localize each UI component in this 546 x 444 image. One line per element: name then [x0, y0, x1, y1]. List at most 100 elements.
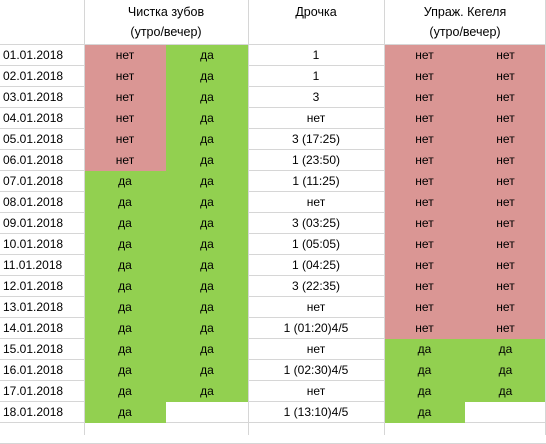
cell-kegel-evening[interactable]: нет — [465, 150, 546, 171]
cell-drochka[interactable]: 1 (01:20)4/5 — [283, 321, 349, 335]
cell-teeth-evening[interactable]: да — [166, 234, 248, 255]
cell-kegel-evening[interactable]: нет — [465, 66, 546, 87]
cell-teeth-evening[interactable]: да — [166, 129, 248, 150]
cell-drochka[interactable]: нет — [306, 384, 326, 398]
cell-date[interactable]: 13.01.2018 — [3, 300, 64, 314]
cell-drochka[interactable]: 1 (02:30)4/5 — [283, 363, 349, 377]
header-kegel-title[interactable]: Упраж. Кегеля — [423, 5, 507, 19]
cell-drochka[interactable]: 1 (04:25) — [291, 258, 341, 272]
cell-kegel-morning[interactable]: нет — [384, 234, 465, 255]
cell-kegel-morning[interactable]: нет — [384, 318, 465, 339]
cell-teeth-evening[interactable]: да — [166, 171, 248, 192]
cell-teeth-evening[interactable]: да — [166, 192, 248, 213]
cell-kegel-evening[interactable]: нет — [465, 108, 546, 129]
cell-teeth-morning[interactable]: да — [84, 318, 166, 339]
cell-kegel-morning[interactable]: нет — [384, 66, 465, 87]
cell-kegel-morning[interactable]: нет — [384, 192, 465, 213]
cell-kegel-morning[interactable]: нет — [384, 255, 465, 276]
cell-teeth-morning[interactable]: да — [84, 234, 166, 255]
cell-kegel-morning[interactable]: да — [384, 402, 465, 423]
cell-kegel-morning[interactable]: нет — [384, 129, 465, 150]
cell-date[interactable]: 09.01.2018 — [3, 216, 64, 230]
cell-teeth-evening[interactable]: да — [166, 339, 248, 360]
cell-kegel-morning[interactable]: нет — [384, 297, 465, 318]
cell-drochka[interactable]: 3 (17:25) — [291, 132, 341, 146]
cell-teeth-morning[interactable]: да — [84, 402, 166, 423]
cell-kegel-evening[interactable]: нет — [465, 171, 546, 192]
cell-kegel-evening[interactable]: да — [465, 360, 546, 381]
cell-date[interactable]: 17.01.2018 — [3, 384, 64, 398]
cell-date[interactable]: 03.01.2018 — [3, 90, 64, 104]
cell-kegel-evening[interactable]: нет — [465, 192, 546, 213]
cell-teeth-evening[interactable]: да — [166, 360, 248, 381]
cell-kegel-morning[interactable]: да — [384, 339, 465, 360]
cell-date[interactable]: 14.01.2018 — [3, 321, 64, 335]
cell-kegel-evening[interactable] — [465, 402, 546, 423]
cell-kegel-evening[interactable]: нет — [465, 213, 546, 234]
cell-teeth-morning[interactable]: да — [84, 297, 166, 318]
cell-teeth-morning[interactable]: да — [84, 171, 166, 192]
cell-kegel-evening[interactable]: да — [465, 381, 546, 402]
cell-teeth-morning[interactable]: да — [84, 381, 166, 402]
cell-kegel-evening[interactable]: нет — [465, 255, 546, 276]
cell-drochka[interactable]: 1 — [312, 48, 320, 62]
header-drochka-title[interactable]: Дрочка — [295, 5, 337, 19]
cell-teeth-morning[interactable]: да — [84, 192, 166, 213]
cell-teeth-evening[interactable]: да — [166, 45, 248, 66]
cell-teeth-morning[interactable]: нет — [84, 108, 166, 129]
cell-drochka[interactable]: 3 (03:25) — [291, 216, 341, 230]
cell-kegel-evening[interactable]: нет — [465, 318, 546, 339]
cell-teeth-evening[interactable]: да — [166, 381, 248, 402]
cell-drochka[interactable]: 1 (05:05) — [291, 237, 341, 251]
cell-kegel-morning[interactable]: нет — [384, 213, 465, 234]
cell-teeth-morning[interactable]: нет — [84, 87, 166, 108]
cell-date[interactable]: 04.01.2018 — [3, 111, 64, 125]
cell-date[interactable]: 08.01.2018 — [3, 195, 64, 209]
cell-date[interactable]: 05.01.2018 — [3, 132, 64, 146]
cell-teeth-evening[interactable]: да — [166, 108, 248, 129]
cell-teeth-evening[interactable]: да — [166, 213, 248, 234]
cell-date[interactable]: 16.01.2018 — [3, 363, 64, 377]
cell-drochka[interactable]: 3 — [312, 90, 320, 104]
cell-teeth-morning[interactable]: нет — [84, 66, 166, 87]
cell-kegel-evening[interactable]: нет — [465, 45, 546, 66]
cell-kegel-evening[interactable]: нет — [465, 276, 546, 297]
cell-teeth-evening[interactable]: да — [166, 87, 248, 108]
header-kegel-subtitle[interactable]: (утро/вечер) — [429, 25, 501, 39]
cell-drochka[interactable]: 1 — [312, 69, 320, 83]
cell-teeth-morning[interactable]: нет — [84, 45, 166, 66]
cell-teeth-evening[interactable] — [166, 402, 248, 423]
cell-drochka[interactable]: 1 (23:50) — [291, 153, 341, 167]
cell-kegel-morning[interactable]: нет — [384, 171, 465, 192]
cell-kegel-evening[interactable]: нет — [465, 234, 546, 255]
cell-teeth-morning[interactable]: да — [84, 213, 166, 234]
cell-teeth-evening[interactable]: да — [166, 318, 248, 339]
cell-drochka[interactable]: 3 (22:35) — [291, 279, 341, 293]
cell-date[interactable]: 15.01.2018 — [3, 342, 64, 356]
cell-teeth-evening[interactable]: да — [166, 297, 248, 318]
cell-drochka[interactable]: нет — [306, 111, 326, 125]
cell-date[interactable]: 02.01.2018 — [3, 69, 64, 83]
header-teeth-subtitle[interactable]: (утро/вечер) — [130, 25, 202, 39]
cell-teeth-evening[interactable]: да — [166, 66, 248, 87]
cell-kegel-morning[interactable]: нет — [384, 150, 465, 171]
cell-date[interactable]: 10.01.2018 — [3, 237, 64, 251]
cell-teeth-evening[interactable]: да — [166, 150, 248, 171]
cell-teeth-morning[interactable]: да — [84, 360, 166, 381]
cell-teeth-morning[interactable]: да — [84, 255, 166, 276]
cell-kegel-morning[interactable]: нет — [384, 45, 465, 66]
cell-teeth-morning[interactable]: нет — [84, 129, 166, 150]
header-teeth-title[interactable]: Чистка зубов — [127, 5, 205, 19]
cell-date[interactable]: 12.01.2018 — [3, 279, 64, 293]
cell-date[interactable]: 01.01.2018 — [3, 48, 64, 62]
cell-drochka[interactable]: 1 (13:10)4/5 — [283, 405, 349, 419]
cell-kegel-morning[interactable]: да — [384, 381, 465, 402]
cell-teeth-evening[interactable]: да — [166, 255, 248, 276]
cell-kegel-morning[interactable]: нет — [384, 87, 465, 108]
cell-date[interactable]: 18.01.2018 — [3, 405, 64, 419]
cell-date[interactable]: 07.01.2018 — [3, 174, 64, 188]
cell-drochka[interactable]: нет — [306, 195, 326, 209]
cell-drochka[interactable]: нет — [306, 300, 326, 314]
cell-kegel-morning[interactable]: нет — [384, 108, 465, 129]
